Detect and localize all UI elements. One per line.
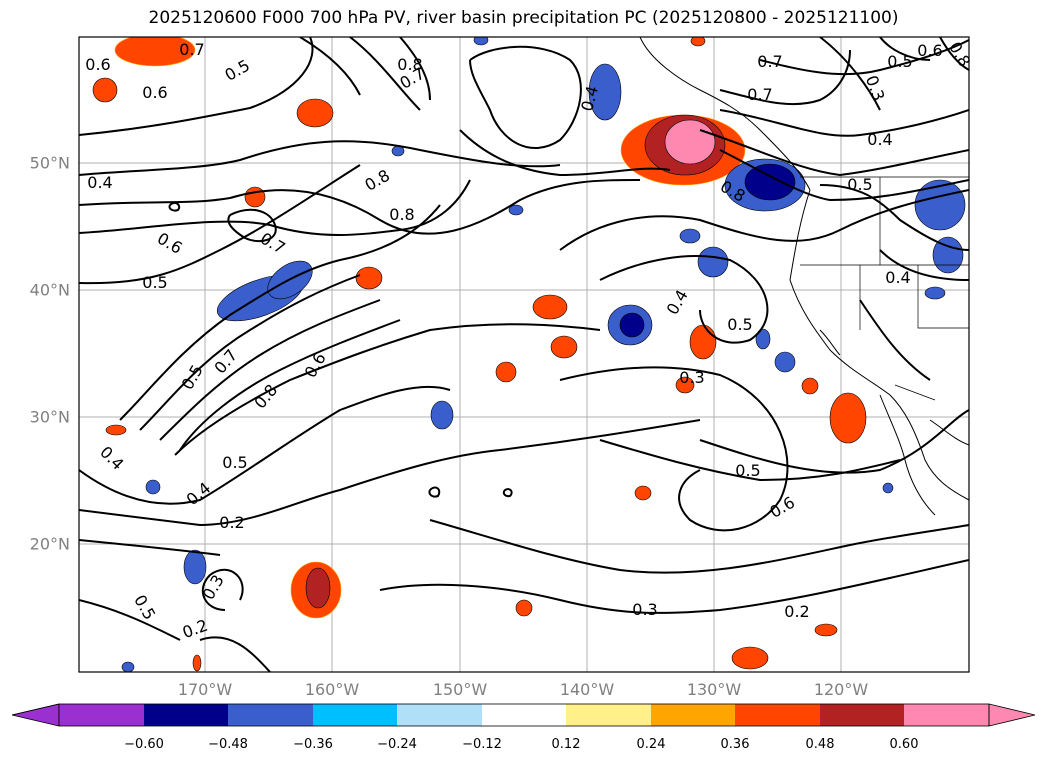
contour-label: 0.5 (142, 273, 167, 292)
contour-label: 0.5 (735, 461, 760, 480)
colorbar-tick: 0.24 (636, 737, 666, 752)
colorbar-tick: 0.60 (889, 737, 919, 752)
precip-pc-fill (92, 37, 966, 672)
coastlines (639, 37, 969, 516)
contour-label: 0.6 (142, 83, 167, 102)
contour-label: 0.5 (847, 175, 872, 194)
lat-label-20n: 20°N (29, 534, 70, 554)
lat-label-40n: 40°N (29, 280, 70, 300)
lat-label-50n: 50°N (29, 153, 70, 173)
contour-label: 0.4 (87, 173, 112, 192)
contour-label: 0.5 (727, 315, 752, 334)
lon-label-140w: 140°W (559, 680, 615, 699)
pv-contours (79, 37, 969, 672)
colorbar (11, 703, 1036, 727)
contour-label: 0.2 (784, 602, 809, 621)
map-frame (78, 36, 970, 673)
contour-label: 0.7 (757, 52, 782, 71)
colorbar-tick: −0.12 (462, 737, 502, 752)
contour-label: 0.5 (222, 453, 247, 472)
contour-label: 0.8 (389, 205, 414, 224)
contour-label: 0.3 (679, 368, 704, 387)
contour-label: 0.4 (885, 268, 910, 287)
colorbar-tick: −0.24 (377, 737, 417, 752)
lon-label-170w: 170°W (177, 680, 233, 699)
colorbar-tick: 0.36 (720, 737, 750, 752)
lon-label-130w: 130°W (686, 680, 742, 699)
borders (800, 176, 969, 401)
colorbar-tick: −0.48 (208, 737, 248, 752)
contour-label: 0.6 (917, 41, 942, 60)
lat-label-30n: 30°N (29, 407, 70, 427)
contour-label: 0.7 (179, 40, 204, 59)
map-title: 2025120600 F000 700 hPa PV, river basin … (148, 8, 899, 28)
colorbar-tick: −0.60 (124, 737, 164, 752)
contour-label: 0.7 (747, 85, 772, 104)
colorbar-tick: 0.12 (551, 737, 581, 752)
contour-label: 0.2 (219, 513, 244, 532)
lon-label-120w: 120°W (813, 680, 869, 699)
colorbar-tick: −0.36 (293, 737, 333, 752)
contour-label: 0.3 (632, 600, 657, 619)
contour-label: 0.4 (867, 130, 892, 149)
colorbar-tick: 0.48 (805, 737, 835, 752)
lon-label-160w: 160°W (304, 680, 360, 699)
lon-label-150w: 150°W (432, 680, 488, 699)
contour-label: 0.8 (397, 55, 422, 74)
contour-label: 0.5 (887, 52, 912, 71)
contour-label: 0.6 (85, 55, 110, 74)
